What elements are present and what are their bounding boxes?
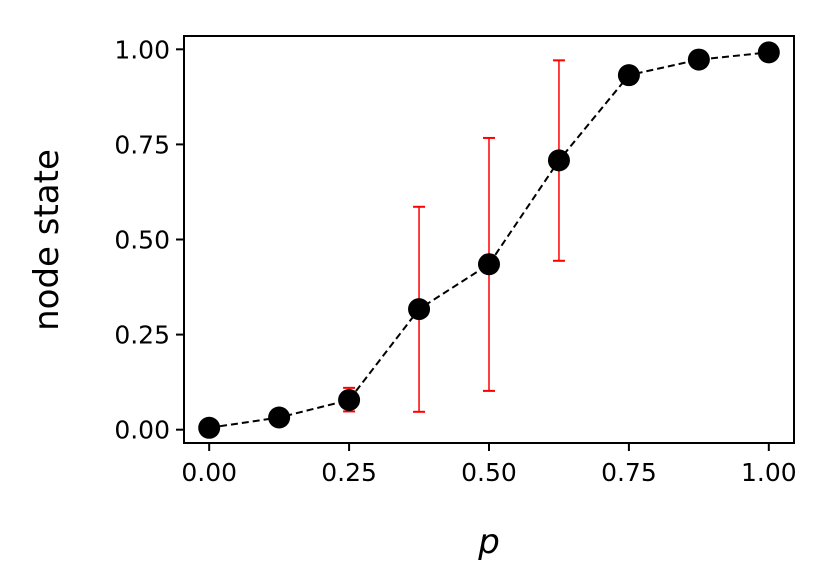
data-point <box>198 416 221 439</box>
y-tick-label: 0.25 <box>114 321 170 350</box>
data-point <box>478 253 500 276</box>
data-point <box>757 41 780 64</box>
x-axis: 0.00 0.25 0.50 0.75 1.00 <box>181 443 797 487</box>
y-tick-label: 0.75 <box>114 130 170 159</box>
data-point <box>617 64 640 87</box>
y-axis-label: node state <box>27 149 67 331</box>
series-line <box>209 51 769 429</box>
x-axis-label: p <box>477 522 500 562</box>
x-tick-label: 0.00 <box>181 458 237 487</box>
data-point <box>687 48 710 71</box>
data-point <box>268 406 291 429</box>
y-tick-label: 0.50 <box>114 226 170 255</box>
x-tick-label: 0.75 <box>601 458 657 487</box>
data-point <box>338 389 361 412</box>
x-tick-label: 0.50 <box>461 458 517 487</box>
x-tick-label: 1.00 <box>741 458 797 487</box>
x-tick-label: 0.25 <box>321 458 377 487</box>
y-tick-label: 0.00 <box>114 416 170 445</box>
error-bars <box>343 59 565 413</box>
y-tick-label: 1.00 <box>114 35 170 64</box>
data-points <box>198 41 780 439</box>
data-point <box>408 298 431 321</box>
y-axis: 0.00 0.25 0.50 0.75 1.00 <box>114 35 184 445</box>
data-point <box>547 149 570 172</box>
